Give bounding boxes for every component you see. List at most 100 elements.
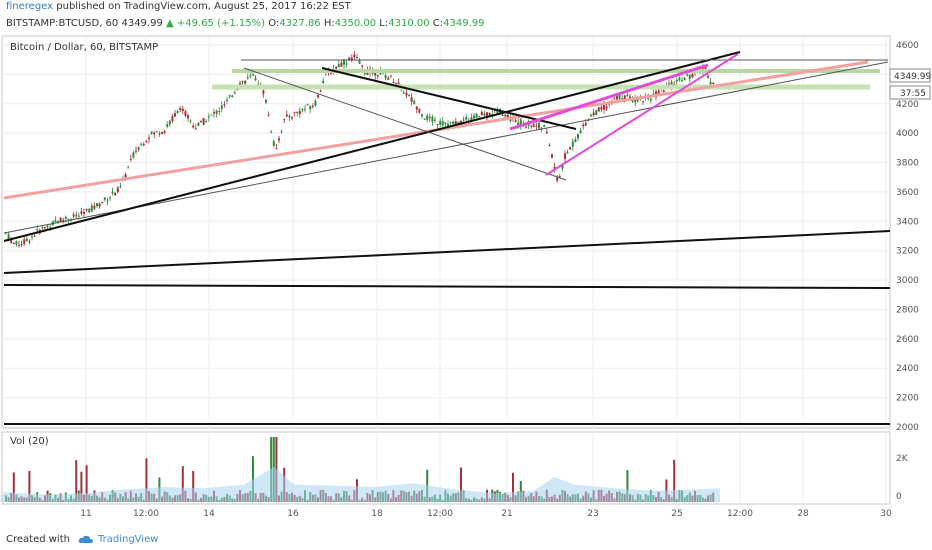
candle-body [114,193,117,196]
candle-body [330,72,332,74]
candle-body [340,62,343,67]
candle-body [150,131,153,134]
candle-body [236,89,239,91]
candle-body [124,174,127,178]
price-chart[interactable]: 4600440042004000380036003400320030002800… [0,34,932,528]
candle-body [561,163,564,169]
volume-bar [80,471,83,502]
candle-body [335,66,338,69]
candle-body [275,148,278,150]
candle-body [75,215,78,217]
candle-body [12,242,15,244]
author-link[interactable]: fineregex [6,1,54,12]
candle-body [363,72,366,74]
candle-body [270,131,273,133]
tradingview-logo[interactable]: TradingView [78,534,158,545]
candle-body [449,121,452,123]
falling-trendline[interactable] [321,67,577,130]
candle-body [470,117,473,121]
price-tick-label: 2200 [896,394,919,404]
lower-trendline[interactable] [3,61,889,234]
volume-bar [85,465,88,502]
candle-body [241,81,244,83]
created-with-label: Created with [6,533,70,545]
candle-body [532,124,535,127]
volume-bar [519,480,522,502]
candle-body [153,132,156,135]
candle-body [480,111,483,115]
candle-body [85,209,88,211]
candle-body [548,145,551,147]
candle-body [426,115,429,120]
candle-body [597,107,600,112]
candle-body [317,95,319,98]
candle-body [423,118,426,120]
footer: Created with TradingView [0,528,932,550]
candle-body [462,119,465,121]
candle-body [652,93,655,95]
candle-body [475,113,478,118]
candle-body [280,131,283,133]
candle-body [205,121,208,123]
candle-body [249,75,252,77]
candle-body [395,82,397,84]
candle-body [23,239,26,244]
candle-body [285,114,288,117]
candle-body [306,104,309,106]
time-tick-label: 12:00 [727,509,753,519]
candle-body [83,212,85,214]
candle-body [603,105,605,110]
candle-body [254,78,257,80]
candle-body [418,109,421,113]
long-support-line[interactable] [3,230,891,274]
time-tick-label: 16 [287,509,299,519]
close-value: 4349.99 [443,18,485,29]
candle-body [142,143,145,145]
volume-tick-label: 2K [896,454,909,464]
candle-body [592,112,595,116]
candle-body [574,139,577,143]
horizontal-support-line[interactable] [3,284,891,289]
candle-body [116,187,119,193]
candle-body [376,75,379,77]
candle-body [530,125,533,127]
candle-body [145,141,148,143]
candle-body [405,92,408,96]
candle-body [140,143,143,145]
candle-body [343,60,345,65]
candle-body [111,191,114,194]
rising-trendline[interactable] [3,51,741,242]
candle-body [70,218,72,220]
candle-body [350,57,353,61]
drawings-layer [3,51,891,425]
candle-body [161,132,163,134]
candle-body [171,116,174,122]
candle-body [319,90,322,92]
candle-body [267,114,270,116]
candle-body [431,116,434,122]
magenta-lower-line[interactable] [545,53,739,176]
candle-body [488,112,491,116]
price-tick-label: 3600 [896,188,919,198]
candle-body [168,120,171,125]
candle-body [184,111,187,116]
price-tick-label: 3800 [896,159,919,169]
magenta-upper-line[interactable] [509,63,709,131]
candle-body [59,217,62,223]
time-tick-label: 25 [671,509,682,519]
candle-body [504,114,507,117]
falling-channel-line[interactable] [243,67,567,181]
change-arrow-icon: ▲ [166,18,174,29]
candle-body [265,99,267,103]
volume-ma-area [0,467,720,502]
candle-body [564,153,566,159]
candle-body [384,75,387,78]
candle-body [540,127,543,130]
candle-body [90,205,93,212]
candle-body [291,117,293,119]
volume-bar [12,472,15,502]
candle-body [119,186,122,188]
candle-body [642,101,644,103]
candle-body [135,150,137,152]
candle-body [314,100,317,106]
